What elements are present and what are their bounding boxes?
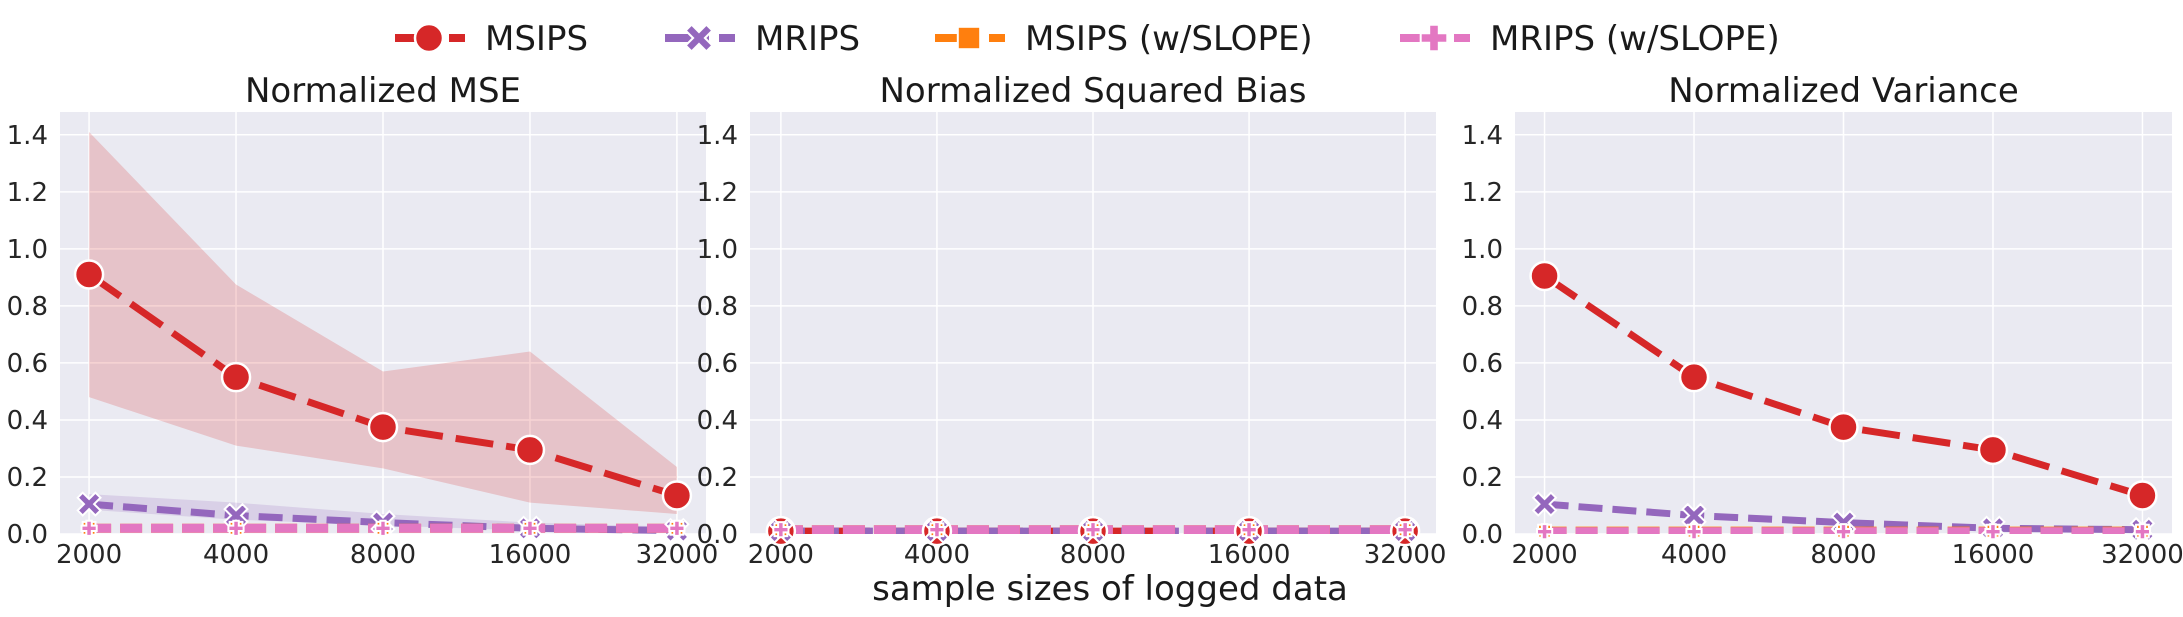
legend-item-0: MSIPS xyxy=(395,19,588,59)
data-point xyxy=(1531,491,1558,517)
legend-label: MSIPS xyxy=(485,19,588,59)
legend-label: MSIPS (w/SLOPE) xyxy=(1025,19,1313,59)
legend: MSIPS MRIPS MSIPS (w/SLOPE) MRIPS (w/SLOPE) xyxy=(395,19,1780,59)
x-tick-label: 32000 xyxy=(2101,540,2183,570)
x-tick-label: 2000 xyxy=(1511,540,1577,570)
y-tick-label: 0.6 xyxy=(697,349,738,379)
panels: 0.0 0.2 0.4 0.6 0.8 1.0 1.2 1.4 2000 4000 8000 1600… xyxy=(7,71,2183,570)
legend-item-1: MRIPS xyxy=(665,19,860,59)
x-axis-label: sample sizes of logged data xyxy=(872,569,1348,609)
data-point xyxy=(1240,521,1258,539)
series-markers xyxy=(1529,260,2158,543)
data-point xyxy=(1834,523,1853,541)
y-tick-label: 1.0 xyxy=(1462,235,1503,265)
legend-label: MRIPS (w/SLOPE) xyxy=(1490,19,1780,59)
band-msips xyxy=(89,132,677,514)
x-tick-label: 32000 xyxy=(636,540,719,570)
y-tick-label: 0.6 xyxy=(7,349,48,379)
y-tick-label: 0.2 xyxy=(7,463,48,493)
data-point xyxy=(521,519,539,537)
y-tick-label: 0.6 xyxy=(1462,349,1503,379)
data-point xyxy=(928,521,946,539)
y-tick-label: 1.2 xyxy=(7,178,48,208)
data-point xyxy=(661,480,693,511)
legend-marker xyxy=(413,22,445,54)
data-point xyxy=(1977,434,2009,466)
data-point xyxy=(374,519,392,537)
x-tick-label: 8000 xyxy=(1810,540,1876,570)
data-point xyxy=(1828,411,1859,443)
panel-title: Normalized MSE xyxy=(245,71,521,111)
data-point xyxy=(1984,523,2002,541)
legend-marker xyxy=(684,23,714,53)
y-tick-label: 0.8 xyxy=(1462,292,1503,322)
data-point xyxy=(2127,480,2158,511)
data-point xyxy=(76,491,102,517)
legend-item-3: MRIPS (w/SLOPE) xyxy=(1400,19,1780,59)
legend-label: MRIPS xyxy=(755,19,860,59)
data-point xyxy=(2133,523,2151,541)
panel-title: Normalized Variance xyxy=(1668,71,2019,111)
legend-marker xyxy=(956,25,982,51)
panel-title: Normalized Squared Bias xyxy=(879,71,1306,111)
y-tick-label: 0.0 xyxy=(697,520,738,550)
series-markers xyxy=(765,515,1421,547)
panel-0: 0.0 0.2 0.4 0.6 0.8 1.0 1.2 1.4 2000 4000 8000 1600… xyxy=(7,71,719,570)
data-point xyxy=(514,434,546,466)
panel-2: 0.0 0.2 0.4 0.6 0.8 1.0 1.2 1.4 2000 4000 8000 1600… xyxy=(1462,71,2183,570)
x-tick-label: 16000 xyxy=(489,540,572,570)
y-tick-label: 1.2 xyxy=(697,178,738,208)
x-tick-label: 4000 xyxy=(1661,540,1727,570)
y-tick-label: 0.0 xyxy=(1462,520,1503,550)
legend-item-2: MSIPS (w/SLOPE) xyxy=(935,19,1313,59)
x-tick-label: 16000 xyxy=(1952,540,2035,570)
data-point xyxy=(772,521,790,539)
y-tick-label: 0.2 xyxy=(1462,463,1503,493)
y-tick-label: 1.4 xyxy=(7,121,48,151)
data-point xyxy=(367,411,399,443)
y-tick-label: 0.2 xyxy=(697,463,738,493)
data-point xyxy=(1678,361,1710,393)
data-point xyxy=(73,259,105,290)
data-point xyxy=(1396,521,1414,539)
data-point xyxy=(1084,521,1102,539)
y-tick-label: 0.8 xyxy=(697,292,738,322)
data-point xyxy=(1529,260,1560,292)
y-tick-label: 0.0 xyxy=(7,520,48,550)
series-markers xyxy=(73,259,693,544)
legend-marker xyxy=(1419,23,1449,53)
y-tick-label: 1.0 xyxy=(7,235,48,265)
y-tick-label: 0.4 xyxy=(697,406,738,436)
x-tick-label: 4000 xyxy=(203,540,269,570)
y-tick-label: 1.0 xyxy=(697,235,738,265)
x-tick-label: 2000 xyxy=(56,540,122,570)
y-tick-label: 0.4 xyxy=(7,406,48,436)
y-tick-label: 0.4 xyxy=(1462,406,1503,436)
data-point xyxy=(80,519,98,537)
data-point xyxy=(668,519,686,537)
data-point xyxy=(220,361,252,393)
y-tick-label: 1.2 xyxy=(1462,178,1503,208)
data-point xyxy=(1536,523,1554,541)
y-tick-label: 1.4 xyxy=(697,121,738,151)
y-tick-label: 0.8 xyxy=(7,292,48,322)
x-tick-label: 8000 xyxy=(350,540,416,570)
y-tick-label: 1.4 xyxy=(1462,121,1503,151)
data-point xyxy=(1685,523,1703,541)
data-point xyxy=(227,519,245,537)
